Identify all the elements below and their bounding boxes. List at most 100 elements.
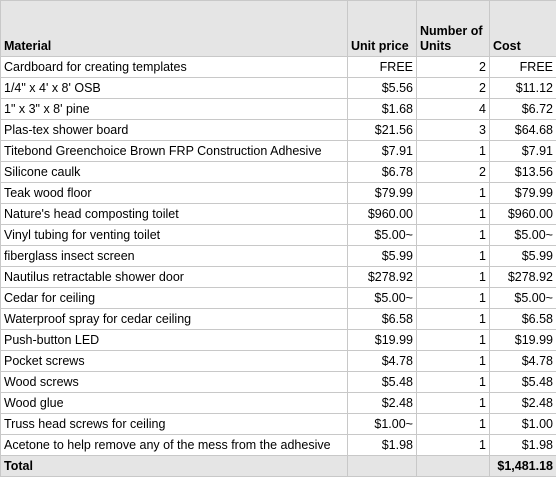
material-cell[interactable]: 1/4" x 4' x 8' OSB xyxy=(1,78,348,99)
units-cell[interactable]: 1 xyxy=(417,288,490,309)
units-cell[interactable]: 1 xyxy=(417,141,490,162)
material-cell[interactable]: Pocket screws xyxy=(1,351,348,372)
table-row: Cedar for ceiling$5.00~1$5.00~ xyxy=(1,288,556,309)
unit-price-cell[interactable]: $2.48 xyxy=(348,393,417,414)
unit-price-cell[interactable]: $7.91 xyxy=(348,141,417,162)
cost-cell[interactable]: $7.91 xyxy=(490,141,556,162)
total-units-cell[interactable] xyxy=(417,456,490,477)
units-cell[interactable]: 1 xyxy=(417,330,490,351)
unit-price-cell[interactable]: $6.58 xyxy=(348,309,417,330)
cost-cell[interactable]: $5.00~ xyxy=(490,288,556,309)
unit-price-cell[interactable]: $5.00~ xyxy=(348,288,417,309)
units-cell[interactable]: 1 xyxy=(417,435,490,456)
unit-price-cell[interactable]: $1.00~ xyxy=(348,414,417,435)
unit-price-cell[interactable]: $4.78 xyxy=(348,351,417,372)
material-cell[interactable]: Cardboard for creating templates xyxy=(1,57,348,78)
cost-cell[interactable]: $278.92 xyxy=(490,267,556,288)
table-row: Titebond Greenchoice Brown FRP Construct… xyxy=(1,141,556,162)
material-cell[interactable]: fiberglass insect screen xyxy=(1,246,348,267)
cost-cell[interactable]: $6.58 xyxy=(490,309,556,330)
total-row: Total $1,481.18 xyxy=(1,456,556,477)
cost-cell[interactable]: $2.48 xyxy=(490,393,556,414)
units-cell[interactable]: 1 xyxy=(417,351,490,372)
unit-price-cell[interactable]: $960.00 xyxy=(348,204,417,225)
units-cell[interactable]: 1 xyxy=(417,414,490,435)
material-cell[interactable]: Silicone caulk xyxy=(1,162,348,183)
material-cell[interactable]: Teak wood floor xyxy=(1,183,348,204)
header-cost[interactable]: Cost xyxy=(490,1,556,57)
unit-price-cell[interactable]: $21.56 xyxy=(348,120,417,141)
cost-cell[interactable]: $19.99 xyxy=(490,330,556,351)
material-cell[interactable]: Wood glue xyxy=(1,393,348,414)
material-cell[interactable]: Wood screws xyxy=(1,372,348,393)
table-row: Truss head screws for ceiling$1.00~1$1.0… xyxy=(1,414,556,435)
total-cost[interactable]: $1,481.18 xyxy=(490,456,556,477)
material-cell[interactable]: Vinyl tubing for venting toilet xyxy=(1,225,348,246)
units-cell[interactable]: 1 xyxy=(417,246,490,267)
cost-cell[interactable]: $960.00 xyxy=(490,204,556,225)
units-cell[interactable]: 1 xyxy=(417,225,490,246)
unit-price-cell[interactable]: $19.99 xyxy=(348,330,417,351)
cost-cell[interactable]: $1.98 xyxy=(490,435,556,456)
unit-price-cell[interactable]: $1.98 xyxy=(348,435,417,456)
table-row: Vinyl tubing for venting toilet$5.00~1$5… xyxy=(1,225,556,246)
header-row: Material Unit price Number of Units Cost xyxy=(1,1,556,57)
units-cell[interactable]: 1 xyxy=(417,267,490,288)
units-cell[interactable]: 2 xyxy=(417,57,490,78)
material-cell[interactable]: Nature's head composting toilet xyxy=(1,204,348,225)
unit-price-cell[interactable]: $6.78 xyxy=(348,162,417,183)
units-cell[interactable]: 2 xyxy=(417,78,490,99)
units-cell[interactable]: 1 xyxy=(417,309,490,330)
units-cell[interactable]: 1 xyxy=(417,183,490,204)
header-material[interactable]: Material xyxy=(1,1,348,57)
cost-cell[interactable]: $11.12 xyxy=(490,78,556,99)
cost-cell[interactable]: $13.56 xyxy=(490,162,556,183)
units-cell[interactable]: 1 xyxy=(417,393,490,414)
total-label[interactable]: Total xyxy=(1,456,348,477)
unit-price-cell[interactable]: $5.56 xyxy=(348,78,417,99)
unit-price-cell[interactable]: $5.48 xyxy=(348,372,417,393)
units-cell[interactable]: 4 xyxy=(417,99,490,120)
total-unit-price-cell[interactable] xyxy=(348,456,417,477)
unit-price-cell[interactable]: $278.92 xyxy=(348,267,417,288)
material-cell[interactable]: Waterproof spray for cedar ceiling xyxy=(1,309,348,330)
unit-price-cell[interactable]: FREE xyxy=(348,57,417,78)
cost-cell[interactable]: $5.99 xyxy=(490,246,556,267)
cost-cell[interactable]: $1.00 xyxy=(490,414,556,435)
header-unit-price[interactable]: Unit price xyxy=(348,1,417,57)
cost-cell[interactable]: FREE xyxy=(490,57,556,78)
units-cell[interactable]: 1 xyxy=(417,204,490,225)
cost-cell[interactable]: $79.99 xyxy=(490,183,556,204)
material-cell[interactable]: Nautilus retractable shower door xyxy=(1,267,348,288)
material-cell[interactable]: Titebond Greenchoice Brown FRP Construct… xyxy=(1,141,348,162)
material-cell[interactable]: Truss head screws for ceiling xyxy=(1,414,348,435)
unit-price-cell[interactable]: $5.99 xyxy=(348,246,417,267)
units-cell[interactable]: 2 xyxy=(417,162,490,183)
cost-cell[interactable]: $5.48 xyxy=(490,372,556,393)
material-cell[interactable]: Push-button LED xyxy=(1,330,348,351)
material-cell[interactable]: 1" x 3" x 8' pine xyxy=(1,99,348,120)
header-number-of-units[interactable]: Number of Units xyxy=(417,1,490,57)
cost-cell[interactable]: $64.68 xyxy=(490,120,556,141)
unit-price-cell[interactable]: $79.99 xyxy=(348,183,417,204)
material-cell[interactable]: Plas-tex shower board xyxy=(1,120,348,141)
material-cell[interactable]: Cedar for ceiling xyxy=(1,288,348,309)
unit-price-cell[interactable]: $5.00~ xyxy=(348,225,417,246)
unit-price-cell[interactable]: $1.68 xyxy=(348,99,417,120)
units-cell[interactable]: 3 xyxy=(417,120,490,141)
units-cell[interactable]: 1 xyxy=(417,372,490,393)
cost-cell[interactable]: $4.78 xyxy=(490,351,556,372)
material-cell[interactable]: Acetone to help remove any of the mess f… xyxy=(1,435,348,456)
cost-cell[interactable]: $6.72 xyxy=(490,99,556,120)
cost-cell[interactable]: $5.00~ xyxy=(490,225,556,246)
